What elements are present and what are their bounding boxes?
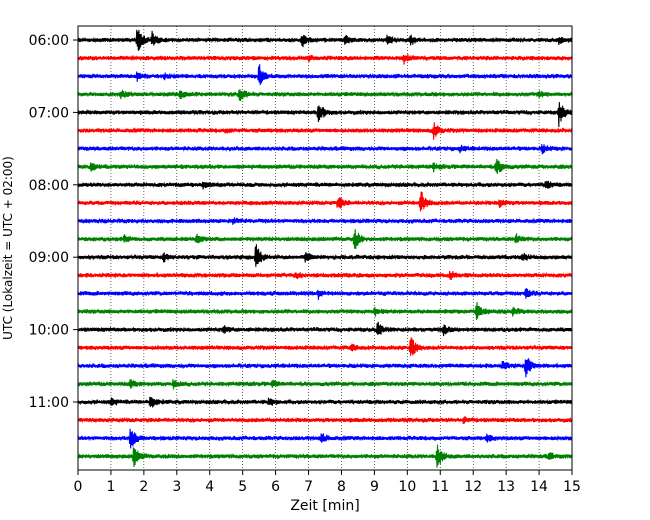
seismic-traces xyxy=(77,29,573,468)
x-tick-label: 14 xyxy=(530,479,548,495)
trace-row-0900 xyxy=(77,244,573,267)
y-tick-label: 09:00 xyxy=(29,250,69,266)
x-tick-label: 1 xyxy=(106,479,115,495)
trace-row-1130 xyxy=(77,428,573,449)
trace-row-0630 xyxy=(77,64,573,86)
y-tick-label: 10:00 xyxy=(29,323,69,339)
trace-row-1000 xyxy=(77,321,573,337)
trace-row-1115 xyxy=(77,416,573,424)
trace-row-0645 xyxy=(77,89,573,102)
x-tick-label: 7 xyxy=(304,479,313,495)
y-axis-label: UTC (Lokalzeit = UTC + 02:00) xyxy=(1,156,15,340)
trace-row-1145 xyxy=(77,444,573,468)
trace-row-0815 xyxy=(77,191,573,212)
plot-area-frame xyxy=(77,25,573,471)
x-axis-ticks: 0 1 2 3 4 5 6 7 8 9 10 11 12 13 14 15 xyxy=(74,470,581,495)
trace-row-0830 xyxy=(77,217,573,225)
x-tick-label: 15 xyxy=(563,479,581,495)
x-tick-label: 5 xyxy=(238,479,247,495)
y-tick-label: 11:00 xyxy=(29,395,69,411)
y-axis-ticks: 06:00 07:00 08:00 09:00 10:00 11:00 xyxy=(29,33,78,411)
trace-row-0730 xyxy=(77,144,573,155)
trace-row-0615 xyxy=(77,54,573,65)
trace-row-0845 xyxy=(77,229,573,250)
trace-row-0915 xyxy=(77,270,573,280)
x-tick-label: 13 xyxy=(497,479,515,495)
x-tick-label: 8 xyxy=(337,479,346,495)
x-tick-label: 10 xyxy=(398,479,416,495)
trace-row-1100 xyxy=(77,396,573,408)
trace-row-0800 xyxy=(77,180,573,190)
trace-row-0600 xyxy=(77,29,573,51)
x-tick-label: 2 xyxy=(139,479,148,495)
grid-lines xyxy=(110,26,540,470)
x-tick-label: 9 xyxy=(370,479,379,495)
trace-row-1045 xyxy=(77,379,573,390)
trace-row-1030 xyxy=(77,358,573,378)
x-tick-label: 4 xyxy=(205,479,214,495)
x-tick-label: 6 xyxy=(271,479,280,495)
trace-row-0930 xyxy=(77,288,573,300)
x-tick-label: 3 xyxy=(172,479,181,495)
y-tick-label: 07:00 xyxy=(29,105,69,121)
trace-row-0700 xyxy=(77,102,573,128)
y-tick-label: 08:00 xyxy=(29,178,69,194)
trace-row-0715 xyxy=(77,122,573,140)
x-axis-label: Zeit [min] xyxy=(290,498,359,514)
y-tick-label: 06:00 xyxy=(29,33,69,49)
x-tick-label: 11 xyxy=(431,479,449,495)
trace-row-1015 xyxy=(77,337,573,356)
trace-row-0745 xyxy=(77,158,573,174)
x-tick-label: 12 xyxy=(464,479,482,495)
x-tick-label: 0 xyxy=(74,479,83,495)
trace-row-0945 xyxy=(77,302,573,320)
